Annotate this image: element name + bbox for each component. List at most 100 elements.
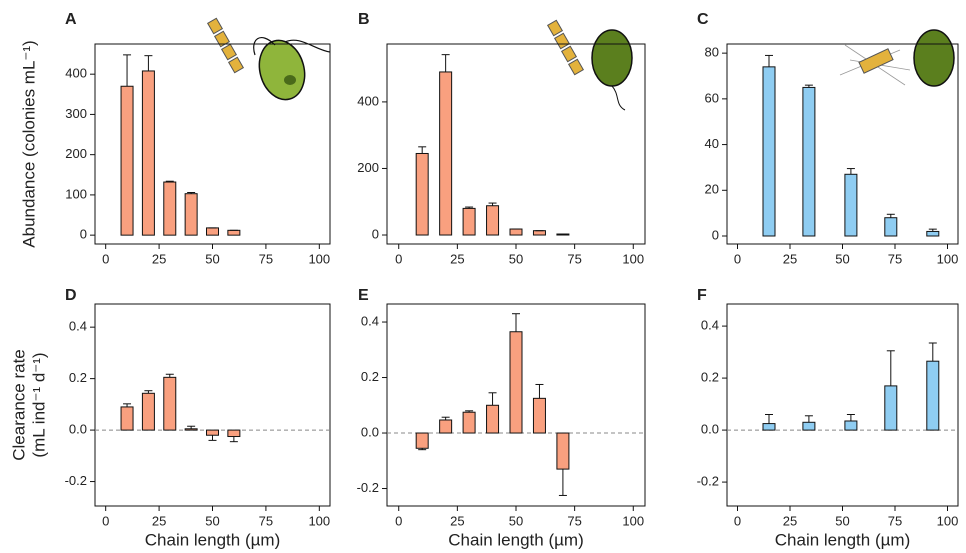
x-tick-label: 75 bbox=[567, 513, 581, 528]
x-tick-label: 50 bbox=[509, 513, 523, 528]
x-tick-label: 0 bbox=[102, 251, 109, 266]
error-bar bbox=[144, 390, 153, 394]
y-tick-label: 400 bbox=[65, 66, 87, 81]
error-bar bbox=[229, 436, 238, 443]
bar bbox=[509, 331, 523, 434]
error-bar bbox=[441, 54, 450, 72]
bar bbox=[844, 173, 858, 237]
x-tick-label: 75 bbox=[888, 251, 902, 266]
plot-frame bbox=[726, 303, 959, 507]
x-tick-label: 100 bbox=[308, 251, 330, 266]
bar bbox=[486, 404, 500, 434]
error-bar bbox=[187, 191, 196, 194]
x-axis-label: Chain length (µm) bbox=[775, 530, 910, 549]
bar bbox=[532, 397, 546, 434]
y-tick-label: -0.2 bbox=[697, 474, 719, 489]
y-tick-label: 0 bbox=[712, 227, 719, 242]
bar bbox=[762, 66, 776, 237]
y-axis-label: (mL ind⁻¹ d⁻¹) bbox=[29, 352, 48, 457]
error-bar bbox=[928, 342, 937, 362]
error-bar bbox=[123, 403, 132, 407]
plot-frame bbox=[94, 303, 331, 507]
y-tick-label: 200 bbox=[65, 146, 87, 161]
bar bbox=[762, 423, 776, 431]
error-bar bbox=[558, 469, 567, 496]
bar bbox=[844, 420, 858, 431]
icon-a bbox=[206, 17, 331, 101]
y-tick-label: 0.2 bbox=[69, 370, 87, 385]
x-tick-label: 25 bbox=[450, 251, 464, 266]
x-tick-label: 25 bbox=[152, 513, 166, 528]
y-tick-label: 20 bbox=[705, 182, 719, 197]
y-tick-label: 0.4 bbox=[701, 318, 719, 333]
x-axis-label: Chain length (µm) bbox=[448, 530, 583, 549]
error-bar bbox=[535, 383, 544, 399]
x-tick-label: 50 bbox=[835, 251, 849, 266]
bar bbox=[120, 85, 134, 236]
error-bar bbox=[488, 202, 497, 206]
x-tick-label: 25 bbox=[152, 251, 166, 266]
x-tick-label: 0 bbox=[395, 251, 402, 266]
y-tick-label: 0.2 bbox=[361, 369, 379, 384]
error-bar bbox=[418, 146, 427, 154]
error-bar bbox=[488, 392, 497, 406]
error-bar bbox=[886, 213, 895, 218]
y-tick-label: 40 bbox=[705, 136, 719, 151]
error-bar bbox=[804, 415, 813, 423]
bar bbox=[184, 193, 198, 236]
error-bar bbox=[187, 425, 196, 429]
error-bar bbox=[928, 228, 937, 232]
error-bar bbox=[144, 55, 153, 71]
bar bbox=[184, 428, 198, 431]
error-bar bbox=[165, 373, 174, 378]
bar bbox=[556, 432, 570, 470]
y-tick-label: 0 bbox=[372, 226, 379, 241]
panel-label: F bbox=[697, 287, 707, 304]
bar bbox=[163, 376, 177, 431]
x-tick-label: 25 bbox=[450, 513, 464, 528]
x-tick-label: 0 bbox=[102, 513, 109, 528]
y-tick-label: -0.2 bbox=[357, 480, 379, 495]
error-bar bbox=[846, 168, 855, 175]
bar bbox=[227, 429, 241, 438]
x-tick-label: 100 bbox=[622, 513, 644, 528]
bar bbox=[439, 419, 453, 434]
x-tick-label: 0 bbox=[734, 251, 741, 266]
x-axis-label: Chain length (µm) bbox=[145, 530, 280, 549]
error-bar bbox=[765, 54, 773, 67]
x-tick-label: 100 bbox=[937, 513, 959, 528]
bar bbox=[163, 181, 177, 236]
bar bbox=[926, 360, 940, 431]
error-bar bbox=[804, 84, 813, 88]
bar bbox=[509, 228, 523, 236]
y-tick-label: 0.0 bbox=[701, 422, 719, 437]
error-bar bbox=[418, 448, 427, 451]
error-bar bbox=[465, 410, 474, 413]
error-bar bbox=[165, 180, 174, 183]
panel-label: C bbox=[697, 11, 709, 28]
bar bbox=[884, 385, 898, 431]
bar bbox=[206, 227, 219, 236]
y-tick-label: 400 bbox=[357, 93, 379, 108]
y-tick-label: 0.0 bbox=[361, 424, 379, 439]
y-tick-label: 80 bbox=[705, 45, 719, 60]
x-tick-label: 100 bbox=[622, 251, 644, 266]
error-bar bbox=[441, 416, 450, 420]
y-tick-label: 200 bbox=[357, 160, 379, 175]
error-bar bbox=[512, 313, 520, 332]
panel-label: B bbox=[358, 11, 370, 28]
x-tick-label: 0 bbox=[734, 513, 741, 528]
x-tick-label: 25 bbox=[783, 513, 797, 528]
y-tick-label: 0.4 bbox=[361, 313, 379, 328]
y-tick-label: 100 bbox=[65, 186, 87, 201]
x-tick-label: 100 bbox=[937, 251, 959, 266]
error-bar bbox=[765, 413, 773, 424]
bar bbox=[926, 230, 940, 237]
x-tick-label: 100 bbox=[308, 513, 330, 528]
bar bbox=[462, 411, 476, 434]
y-tick-label: 0.4 bbox=[69, 319, 87, 334]
x-tick-label: 50 bbox=[509, 251, 523, 266]
x-tick-label: 50 bbox=[205, 513, 219, 528]
y-tick-label: 0.0 bbox=[69, 422, 87, 437]
